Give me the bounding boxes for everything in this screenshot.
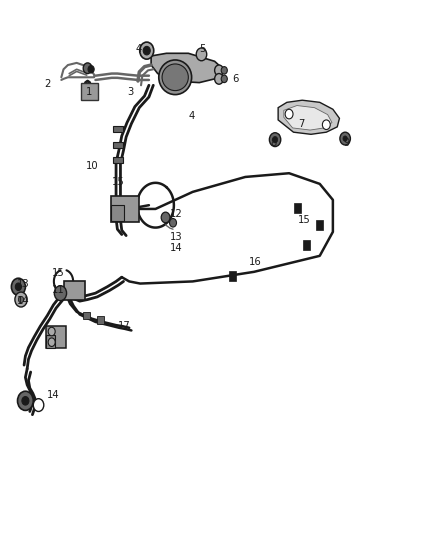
Text: 2: 2 (44, 79, 50, 89)
Text: 8: 8 (271, 138, 277, 148)
Bar (294, 203, 301, 213)
Polygon shape (278, 100, 339, 134)
Text: 1: 1 (85, 87, 92, 96)
Bar (316, 220, 323, 230)
Ellipse shape (159, 60, 192, 95)
Text: 4: 4 (136, 44, 142, 54)
Text: 10: 10 (85, 161, 98, 171)
Polygon shape (284, 106, 332, 130)
Circle shape (196, 48, 207, 61)
Bar (83, 312, 90, 319)
Circle shape (215, 74, 223, 84)
Circle shape (15, 283, 21, 290)
Polygon shape (151, 53, 223, 83)
Circle shape (340, 132, 350, 145)
Circle shape (83, 63, 92, 74)
Circle shape (140, 42, 154, 59)
Text: 7: 7 (298, 119, 304, 128)
Bar (111, 205, 124, 221)
Circle shape (161, 212, 170, 223)
Text: 17: 17 (117, 321, 130, 331)
Text: 12: 12 (170, 209, 183, 219)
Text: 6: 6 (232, 74, 239, 84)
Circle shape (11, 278, 25, 295)
Circle shape (269, 133, 281, 147)
Circle shape (215, 65, 223, 76)
Ellipse shape (162, 64, 188, 91)
Circle shape (54, 286, 67, 301)
Circle shape (170, 219, 177, 227)
Text: 13: 13 (170, 232, 183, 242)
Text: 9: 9 (344, 138, 350, 148)
Circle shape (48, 338, 55, 346)
Text: 14: 14 (170, 243, 183, 253)
Bar (113, 126, 123, 132)
Circle shape (88, 66, 94, 73)
Text: 11: 11 (52, 286, 64, 295)
Circle shape (285, 109, 293, 119)
Bar (81, 83, 98, 100)
Bar (229, 271, 236, 281)
Circle shape (18, 296, 24, 303)
Circle shape (48, 327, 55, 336)
Bar (64, 281, 85, 300)
Bar (110, 196, 139, 222)
Bar (46, 335, 55, 348)
Bar (113, 157, 123, 163)
Text: 15: 15 (52, 268, 64, 278)
Circle shape (221, 75, 227, 83)
Circle shape (22, 397, 29, 405)
Circle shape (221, 67, 227, 74)
Circle shape (272, 136, 278, 143)
Text: 16: 16 (249, 257, 261, 267)
Text: 15: 15 (112, 177, 124, 187)
Circle shape (33, 399, 44, 411)
Text: 14: 14 (47, 391, 60, 400)
Circle shape (322, 120, 330, 130)
Circle shape (15, 292, 27, 307)
Text: 14: 14 (17, 296, 29, 306)
Bar (113, 142, 123, 148)
Text: 3: 3 (127, 87, 133, 96)
Text: 13: 13 (17, 279, 29, 288)
Circle shape (143, 46, 150, 55)
Bar (97, 316, 104, 324)
Circle shape (18, 391, 33, 410)
Bar (46, 326, 66, 348)
Text: 5: 5 (199, 44, 206, 54)
Text: 4: 4 (188, 111, 194, 121)
Bar (303, 240, 310, 250)
Circle shape (343, 136, 347, 141)
Text: 15: 15 (298, 215, 311, 224)
